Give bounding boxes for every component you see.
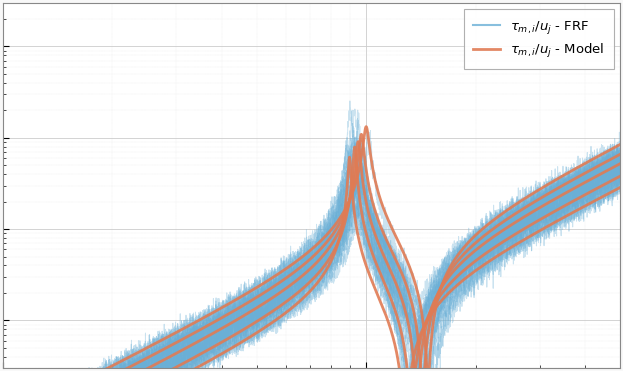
Legend: $\tau_{m,i}/u_j$ - FRF, $\tau_{m,i}/u_j$ - Model: $\tau_{m,i}/u_j$ - FRF, $\tau_{m,i}/u_j$… — [464, 9, 614, 69]
